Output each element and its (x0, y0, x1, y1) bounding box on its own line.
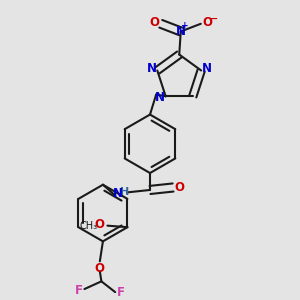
Text: F: F (75, 284, 83, 297)
Text: +: + (181, 21, 189, 30)
Text: N: N (176, 25, 186, 38)
Text: O: O (94, 262, 104, 275)
Text: O: O (175, 181, 185, 194)
Text: O: O (95, 218, 105, 231)
Text: O: O (202, 16, 212, 29)
Text: N: N (113, 187, 123, 200)
Text: N: N (155, 91, 165, 104)
Text: N: N (147, 62, 157, 76)
Text: −: − (209, 14, 218, 24)
Text: N: N (202, 62, 212, 76)
Text: CH₃: CH₃ (79, 221, 98, 231)
Text: H: H (120, 187, 129, 197)
Text: F: F (117, 286, 125, 299)
Text: O: O (149, 16, 159, 29)
